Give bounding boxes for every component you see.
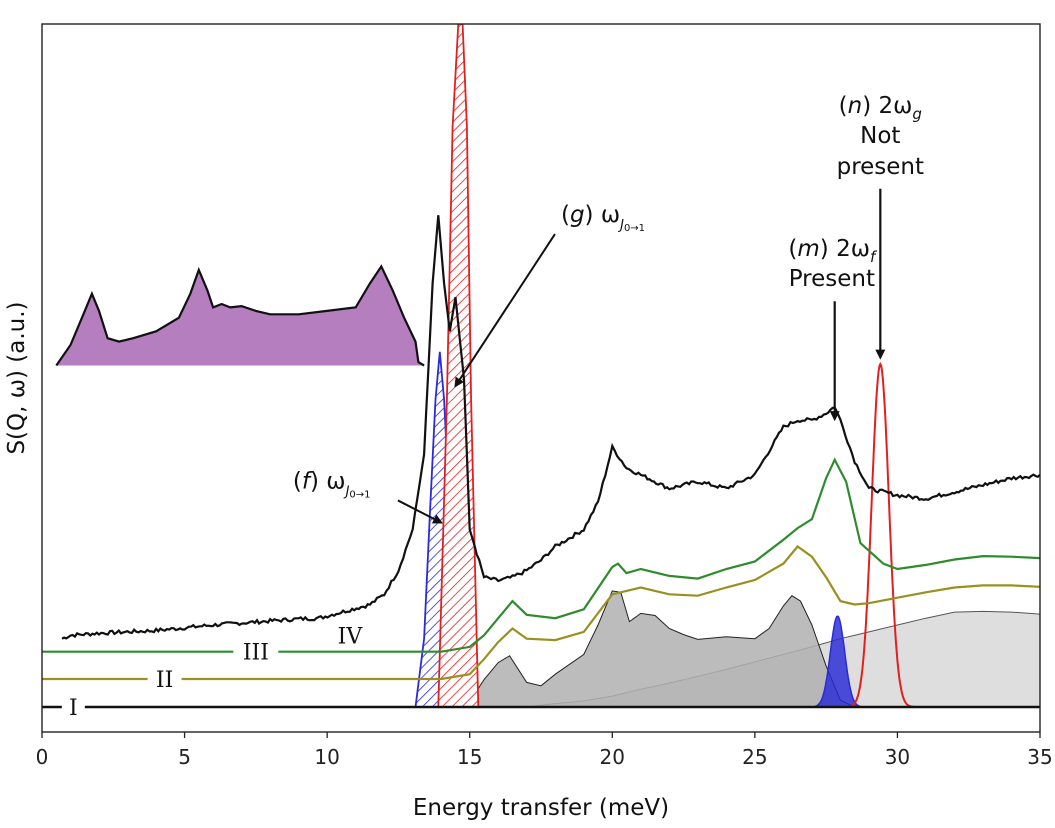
series-IV-line xyxy=(61,215,1040,640)
x-tick-label: 5 xyxy=(178,745,191,769)
purple-inset-outline xyxy=(55,264,425,367)
annotation-n-line2: Not xyxy=(860,123,900,149)
y-axis-title: S(Q, ω) (a.u.) xyxy=(4,301,30,454)
red-2wg-peak xyxy=(845,361,915,708)
series-label-gap-III xyxy=(233,643,279,660)
red-hatched-peak xyxy=(437,24,480,708)
annotation-m-line1: (m) 2ωf xyxy=(788,236,878,266)
blue-2wf-peak xyxy=(809,615,867,708)
x-tick-label: 20 xyxy=(600,745,625,769)
x-tick-label: 15 xyxy=(457,745,482,769)
plot-frame xyxy=(41,23,1041,733)
x-tick-label: 25 xyxy=(742,745,767,769)
annotation-g-arrow xyxy=(454,233,556,388)
x-axis-title: Energy transfer (meV) xyxy=(413,795,669,821)
plot-area xyxy=(42,24,1040,715)
annotation-f-arrow xyxy=(397,499,443,524)
x-tick-label: 0 xyxy=(36,745,49,769)
annotation-g: (g) ωJ0→1 xyxy=(561,202,645,234)
x-tick-label: 10 xyxy=(314,745,339,769)
annotation-m-line2: Present xyxy=(789,266,875,292)
series-label-III: III xyxy=(243,641,269,666)
series-label-I: I xyxy=(69,696,78,721)
annotation-n-line3: present xyxy=(837,154,924,180)
annotation-f: (f) ωJ0→1 xyxy=(293,468,371,500)
series-label-IV: IV xyxy=(338,624,364,649)
annotation-n-line1: (n) 2ωg xyxy=(839,93,922,123)
series-II-line xyxy=(42,545,1040,681)
series-label-gap-I xyxy=(61,699,85,715)
x-tick-label: 30 xyxy=(885,745,910,769)
purple-inset-area xyxy=(56,266,425,366)
series-III-line xyxy=(42,457,1040,653)
x-tick-label: 35 xyxy=(1027,745,1052,769)
series-label-gap-II xyxy=(147,670,182,687)
grey-dark-area xyxy=(459,590,855,708)
series-label-II: II xyxy=(156,668,173,693)
